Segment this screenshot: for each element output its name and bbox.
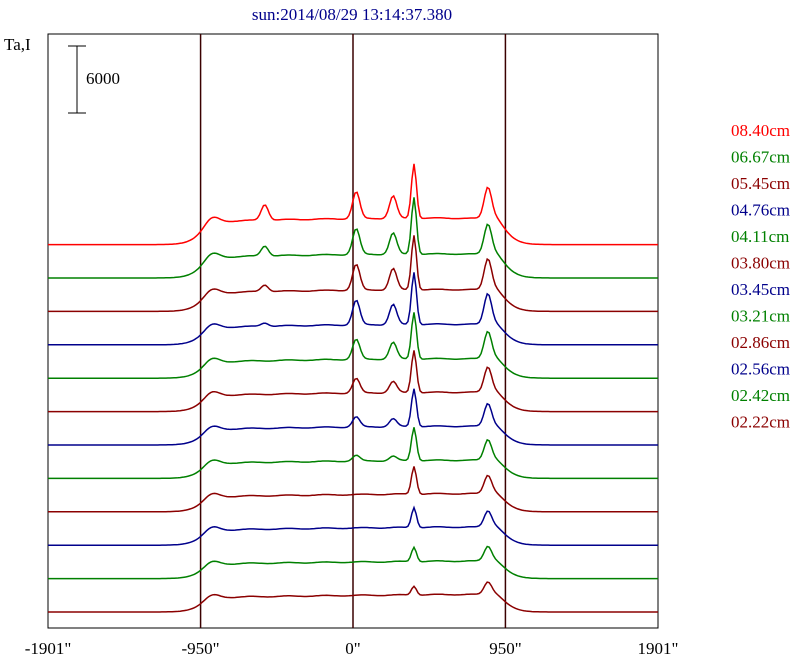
legend-item-03.21cm: 03.21cm: [731, 307, 790, 326]
series-line-02.86cm: [48, 466, 658, 513]
legend-item-03.80cm: 03.80cm: [731, 254, 790, 273]
series-line-08.40cm: [48, 163, 658, 246]
legend-item-04.76cm: 04.76cm: [731, 201, 790, 220]
legend-item-02.56cm: 02.56cm: [731, 360, 790, 379]
scale-bar-label: 6000: [86, 69, 120, 88]
legend-item-05.45cm: 05.45cm: [731, 174, 790, 193]
series-line-02.56cm: [48, 505, 658, 546]
series-line-02.42cm: [48, 545, 658, 580]
series-line-05.45cm: [48, 235, 658, 313]
x-tick-label-4: 1901": [638, 639, 679, 658]
legend-item-03.45cm: 03.45cm: [731, 280, 790, 299]
legend-item-08.40cm: 08.40cm: [731, 121, 790, 140]
x-tick-labels: -1901" -950" 0" 950" 1901": [25, 639, 679, 658]
chart-title: sun:2014/08/29 13:14:37.380: [252, 5, 452, 24]
series-line-02.22cm: [48, 581, 658, 613]
legend-item-02.42cm: 02.42cm: [731, 386, 790, 405]
x-tick-label-3: 950": [489, 639, 521, 658]
series-line-04.11cm: [48, 312, 658, 379]
scale-bar: 6000: [68, 45, 120, 114]
x-tick-label-0: -1901": [25, 639, 72, 658]
series-line-03.45cm: [48, 388, 658, 446]
vertical-marker-lines: [199, 34, 507, 628]
series-line-03.80cm: [48, 350, 658, 413]
series-line-03.21cm: [48, 427, 658, 480]
x-tick-label-2: 0": [345, 639, 360, 658]
legend: 08.40cm 06.67cm 05.45cm 04.76cm 04.11cm 03.80…: [731, 121, 790, 432]
series-line-04.76cm: [48, 272, 658, 346]
legend-item-04.11cm: 04.11cm: [731, 227, 789, 246]
x-tick-label-1: -950": [182, 639, 220, 658]
legend-item-02.22cm: 02.22cm: [731, 413, 790, 432]
legend-item-02.86cm: 02.86cm: [731, 333, 790, 352]
series-line-06.67cm: [48, 197, 658, 279]
series-lines: [48, 163, 658, 613]
legend-item-06.67cm: 06.67cm: [731, 148, 790, 167]
y-axis-label: Ta,I: [4, 35, 31, 54]
